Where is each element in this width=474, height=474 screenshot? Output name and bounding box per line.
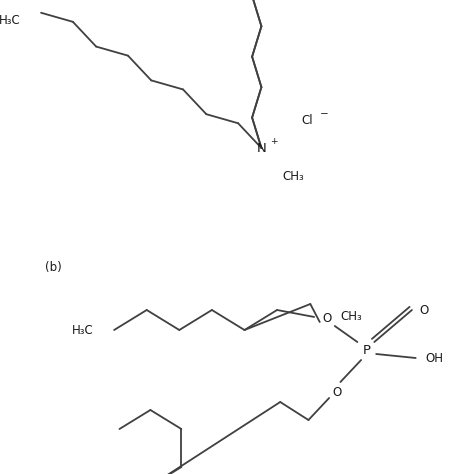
Text: O: O [323,311,332,325]
Text: N: N [256,142,266,155]
Text: CH₃: CH₃ [340,310,362,323]
Text: −: − [320,109,328,119]
Text: (b): (b) [45,262,62,274]
Text: Cl: Cl [301,113,312,127]
Text: O: O [332,385,341,399]
Text: O: O [419,303,428,317]
Text: +: + [270,137,277,146]
Text: P: P [363,344,371,356]
Text: CH₃: CH₃ [282,170,304,182]
Text: OH: OH [425,352,443,365]
Text: H₃C: H₃C [72,323,93,337]
Text: H₃C: H₃C [0,14,20,27]
